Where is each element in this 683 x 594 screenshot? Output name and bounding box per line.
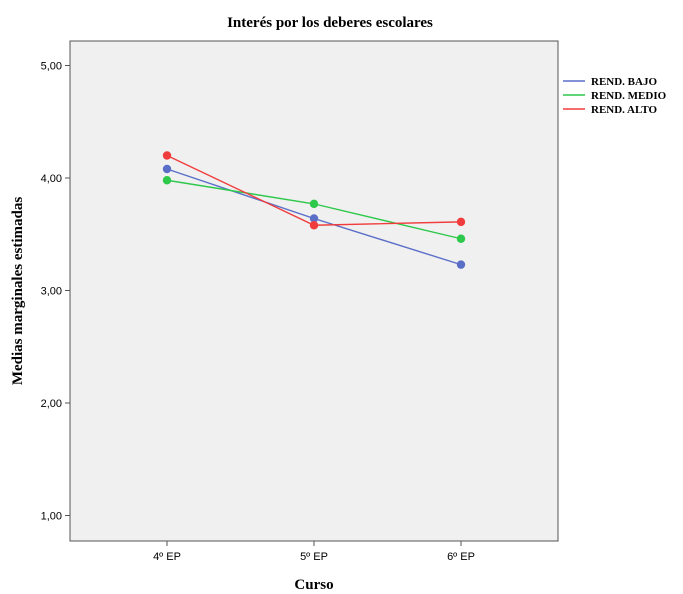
legend: REND. BAJO REND. MEDIO REND. ALTO [563,76,667,116]
x-tick-label: 5º EP [300,551,328,563]
data-point [162,164,172,174]
x-axis: 4º EP 5º EP 6º EP [153,541,475,563]
data-point [309,199,319,209]
y-tick-label: 4,00 [41,173,62,185]
legend-label: REND. MEDIO [591,90,667,102]
data-point [456,234,466,243]
y-tick-label: 1,00 [41,511,62,523]
legend-label: REND. ALTO [591,104,657,116]
y-axis: 1,00 2,00 3,00 4,00 5,00 [41,61,70,523]
data-point [162,151,172,160]
series-layer [162,151,466,269]
y-tick-label: 2,00 [41,398,62,410]
legend-label: REND. BAJO [591,76,657,88]
y-tick-label: 3,00 [41,286,62,298]
data-point [309,221,319,230]
data-point [456,217,466,227]
plot-area [69,40,559,542]
x-tick-label: 6º EP [447,551,475,563]
y-axis-label: Medias marginales estimadas [10,197,26,385]
x-axis-label: Curso [294,577,333,593]
y-tick-label: 5,00 [41,61,62,73]
data-point [309,214,319,223]
data-point [162,176,172,185]
x-tick-label: 4º EP [153,551,181,563]
chart-title: Interés por los deberes escolares [227,15,433,31]
data-point [456,260,466,269]
